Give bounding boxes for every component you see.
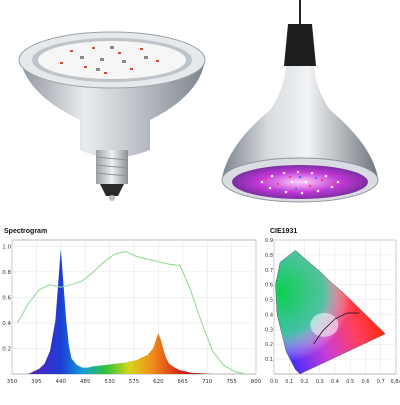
spectrogram-x-tick: 350	[7, 379, 18, 385]
cie-y-tick: 0.1	[265, 357, 273, 363]
spectrogram-x-tick: 665	[178, 379, 189, 385]
spectrogram-y-tick: 0.8	[2, 270, 11, 276]
cie-y-tick: 0.9	[265, 238, 273, 244]
cie-x-tick: 0.6	[362, 379, 370, 385]
spectrogram-x-tick: 710	[202, 379, 213, 385]
cie-x-tick: 0.1	[285, 379, 293, 385]
cie-y-tick: 0.7	[265, 268, 273, 274]
cie-white-point-glow	[310, 312, 339, 337]
cie-planckian-locus	[313, 312, 360, 345]
cie1931-chart: 0.0 0.1 0.2 0.3 0.4 0.5 0.6 0.7 0.8x 0.9 0.8 0.7 0.6…	[265, 238, 400, 385]
spectrogram-y-tick: 1.0	[2, 244, 11, 250]
cie-x-tick: 0.8x	[391, 379, 400, 385]
spectrogram-x-tick: 575	[129, 379, 140, 385]
cie-y-tick: 0.6	[265, 283, 273, 289]
spectrogram-title: Spectrogram	[4, 228, 48, 235]
spectrogram-x-tick: 440	[56, 379, 67, 385]
product-photos	[18, 0, 379, 203]
spectrogram-panel: Spectrogram 350 395 440 485 530 575 620 665 710 7…	[0, 226, 262, 400]
spectrogram-reference-line	[16, 250, 246, 375]
spectrogram-x-tick: 755	[226, 379, 237, 385]
cie-x-tick: 0.0	[270, 379, 278, 385]
spectrogram-y-tick: 0.4	[2, 321, 11, 327]
cie-y-tick: 0.2	[265, 342, 273, 348]
cie-x-tick: 0.4	[331, 379, 339, 385]
left-bulb-image	[18, 31, 206, 201]
cie1931-title: CIE1931	[270, 228, 298, 235]
spectrogram-x-tick: 485	[80, 379, 91, 385]
cie-x-tick: 0.7	[377, 379, 385, 385]
cie-x-tick: 0.2	[301, 379, 309, 385]
spectrogram-x-tick: 800	[251, 379, 262, 385]
cie-y-tick: 0.8	[265, 253, 273, 259]
spectrogram-x-tick: 530	[104, 379, 115, 385]
cie-spectral-locus	[275, 250, 386, 375]
spectrogram-x-tick: 620	[153, 379, 164, 385]
cie-y-tick: 0.3	[265, 327, 273, 333]
spectrogram-x-tick: 395	[31, 379, 42, 385]
cie-x-tick: 0.5	[346, 379, 354, 385]
right-bulb-image	[221, 0, 379, 203]
spectrogram-y-tick: 0.6	[2, 295, 11, 301]
spectrogram-emission-area	[28, 248, 213, 374]
spectrogram-y-tick: 0.2	[2, 346, 11, 352]
spectrogram-chart: 350 395 440 485 530 575 620 665 710 755 800 1.0 0.8 0…	[2, 239, 262, 385]
cie-y-tick: 0.5	[265, 298, 273, 304]
cie1931-panel: CIE1931 0.0 0.1 0.2 0.3 0.4 0.5 0.6 0.7 0.8x 0.9 0…	[262, 226, 400, 400]
cie-x-tick: 0.3	[316, 379, 324, 385]
cie-y-tick: 0.4	[265, 312, 273, 318]
